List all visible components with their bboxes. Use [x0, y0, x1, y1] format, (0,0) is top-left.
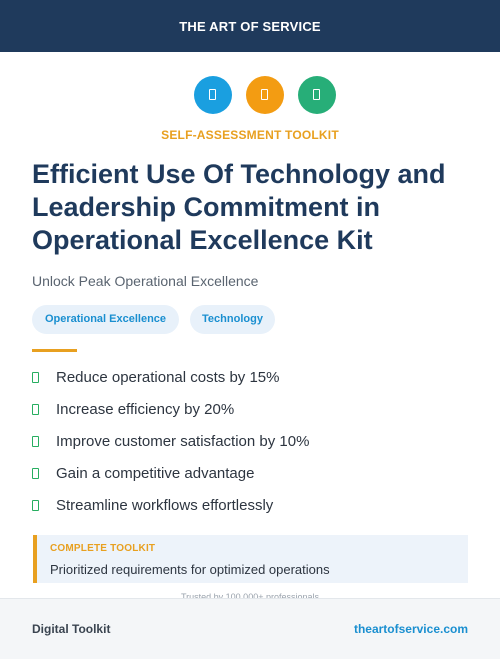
- tag-technology[interactable]: Technology: [190, 305, 275, 334]
- document-icon: [298, 76, 336, 114]
- callout-text: Prioritized requirements for optimized o…: [50, 562, 330, 577]
- benefit-item: Gain a competitive advantage: [32, 464, 472, 484]
- callout-label: COMPLETE TOOLKIT: [50, 543, 156, 554]
- check-icon: [32, 500, 39, 511]
- tag-operational-excellence[interactable]: Operational Excellence: [32, 305, 179, 334]
- benefit-text: Improve customer satisfaction by 10%: [56, 433, 310, 450]
- check-icon: [32, 372, 39, 383]
- subtitle: Unlock Peak Operational Excellence: [32, 273, 259, 289]
- benefit-item: Streamline workflows effortlessly: [32, 496, 472, 516]
- document-icon: [194, 76, 232, 114]
- benefit-item: Increase efficiency by 20%: [32, 400, 472, 420]
- website-link[interactable]: theartofservice.com: [353, 622, 468, 636]
- footer: Digital Toolkit theartofservice.com: [0, 598, 500, 659]
- check-icon: [32, 404, 39, 415]
- document-icon: [246, 76, 284, 114]
- benefit-text: Increase efficiency by 20%: [56, 401, 235, 418]
- footer-label: Digital Toolkit: [32, 622, 111, 636]
- icon-row: [0, 76, 500, 114]
- benefit-text: Reduce operational costs by 15%: [56, 369, 280, 386]
- trusted-note: Trusted by 100,000+ professionals: [180, 592, 319, 602]
- brand-title: THE ART OF SERVICE: [179, 19, 321, 34]
- check-icon: [32, 436, 39, 447]
- check-icon: [32, 468, 39, 479]
- page-title: Efficient Use Of Technology and Leadersh…: [32, 159, 446, 255]
- benefit-text: Gain a competitive advantage: [56, 465, 255, 482]
- toolkit-callout: COMPLETE TOOLKIT Prioritized requirement…: [33, 535, 468, 583]
- benefit-item: Improve customer satisfaction by 10%: [32, 432, 472, 452]
- benefit-text: Streamline workflows effortlessly: [56, 497, 274, 514]
- eyebrow-label: SELF-ASSESSMENT TOOLKIT: [161, 128, 339, 142]
- benefit-item: Reduce operational costs by 15%: [32, 368, 472, 388]
- accent-divider: [32, 349, 77, 352]
- top-banner: THE ART OF SERVICE: [0, 0, 500, 52]
